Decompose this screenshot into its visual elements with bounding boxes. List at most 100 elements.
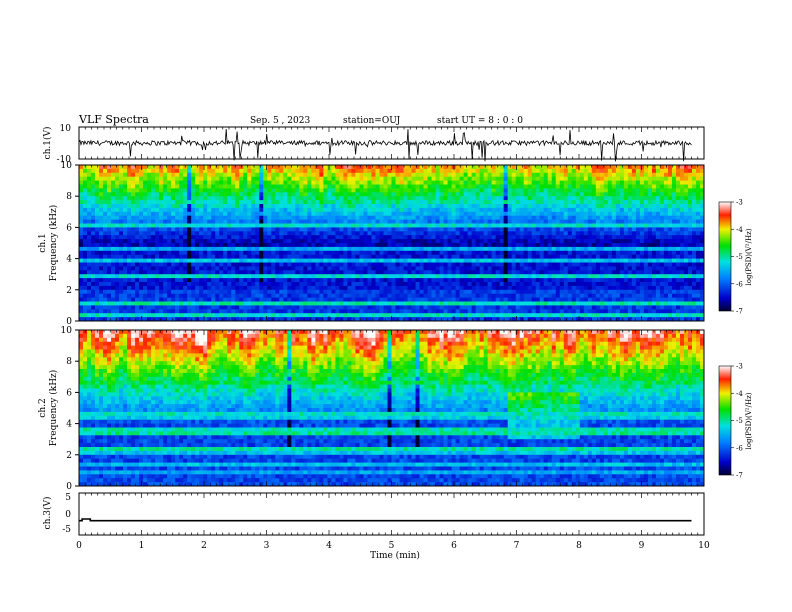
spectrogram-cell xyxy=(215,282,220,287)
spectrogram-cell xyxy=(243,219,248,224)
spectrogram-cell xyxy=(199,282,204,287)
spectrogram-cell xyxy=(459,184,465,189)
spectrogram-cell xyxy=(359,188,364,193)
spectrogram-cell xyxy=(311,165,316,170)
spectrogram-cell xyxy=(223,200,228,205)
spectrogram-cell xyxy=(187,192,192,197)
spectrogram-cell xyxy=(227,285,232,291)
spectrogram-cell xyxy=(203,289,208,295)
spectrogram-cell xyxy=(519,254,525,259)
spectrogram-cell xyxy=(83,309,88,314)
spectrogram-cell xyxy=(299,243,304,248)
spectrogram-cell xyxy=(271,262,276,267)
spectrogram-cell xyxy=(179,266,184,271)
spectrogram-cell xyxy=(123,231,128,236)
spectrogram-cell xyxy=(275,250,280,256)
spectrogram-cell xyxy=(115,172,120,178)
spectrogram-cell xyxy=(443,196,448,201)
spectrogram-cell xyxy=(407,254,412,259)
spectrogram-cell xyxy=(559,200,565,205)
spectrogram-cell xyxy=(263,246,268,252)
spectrogram-cell xyxy=(283,309,288,314)
spectrogram-cell xyxy=(195,309,200,314)
spectrogram-cell xyxy=(115,266,120,271)
spectrogram-cell xyxy=(379,246,384,252)
spectrogram-cell xyxy=(155,231,160,236)
spectrogram-cell xyxy=(251,235,256,240)
spectrogram-cell xyxy=(235,204,240,209)
spectrogram-cell xyxy=(427,246,432,252)
spectrogram-cell xyxy=(163,165,168,170)
spectrogram-cell xyxy=(255,266,260,271)
spectrogram-cell xyxy=(323,192,328,197)
spectrogram-cell xyxy=(375,282,380,287)
spectrogram-cell xyxy=(287,227,292,232)
spectrogram-cell xyxy=(239,285,244,291)
spectrogram-cell xyxy=(219,254,224,259)
spectrogram-cell xyxy=(511,317,517,322)
spectrogram-cell xyxy=(495,274,501,279)
spectrogram-cell xyxy=(91,223,96,228)
spectrogram-cell xyxy=(147,180,152,185)
spectrogram-cell xyxy=(543,258,549,263)
spectrogram-cell xyxy=(503,317,509,322)
spectrogram-cell xyxy=(535,250,541,256)
spectrogram-cell xyxy=(191,204,196,209)
spectrogram-cell xyxy=(295,196,300,201)
spectrogram-cell xyxy=(455,293,461,298)
spectrogram-cell xyxy=(331,270,336,275)
spectrogram-cell xyxy=(191,301,196,306)
spectrogram-cell xyxy=(299,168,304,174)
spectrogram-cell xyxy=(387,250,392,256)
spectrogram-cell xyxy=(171,313,176,318)
spectrogram-cell xyxy=(475,274,481,279)
spectrogram-cell xyxy=(475,207,481,213)
spectrogram-cell xyxy=(199,215,204,220)
spectrogram-cell xyxy=(143,293,148,298)
spectrogram-cell xyxy=(475,266,481,271)
spectrogram-cell xyxy=(383,227,388,232)
spectrogram-cell xyxy=(263,211,268,217)
spectrogram-cell xyxy=(131,172,136,178)
spectrogram-cell xyxy=(199,250,204,256)
spectrogram-cell xyxy=(239,180,244,185)
spectrogram-cell xyxy=(163,223,168,228)
spectrogram-cell xyxy=(223,207,228,213)
spectrogram-cell xyxy=(411,196,416,201)
spectrogram-cell xyxy=(327,239,332,244)
spectrogram-cell xyxy=(111,309,116,314)
spectrogram-cell xyxy=(235,219,240,224)
spectrogram-cell xyxy=(87,223,92,228)
spectrogram-cell xyxy=(531,180,537,185)
spectrogram-cell xyxy=(367,184,372,189)
spectrogram-cell xyxy=(79,207,84,213)
spectrogram-cell xyxy=(111,227,116,232)
spectrogram-cell xyxy=(383,165,388,170)
spectrogram-cell xyxy=(291,196,296,201)
spectrogram-cell xyxy=(423,239,428,244)
spectrogram-cell xyxy=(343,309,348,314)
spectrogram-cell xyxy=(83,250,88,256)
spectrogram-cell xyxy=(563,293,569,298)
spectrogram-cell xyxy=(423,215,428,220)
spectrogram-cell xyxy=(171,309,176,314)
spectrogram-cell xyxy=(339,258,344,263)
spectrogram-cell xyxy=(219,243,224,248)
spectrogram-cell xyxy=(463,176,469,181)
spectrogram-cell xyxy=(331,207,336,213)
spectrogram-cell xyxy=(491,165,497,170)
spectrogram-cell xyxy=(519,204,525,209)
spectrogram-cell xyxy=(331,313,336,318)
spectrogram-cell xyxy=(203,207,208,213)
spectrogram-cell xyxy=(463,297,469,302)
spectrogram-cell xyxy=(255,239,260,244)
spectrogram-cell xyxy=(467,168,473,174)
spectrogram-cell xyxy=(315,262,320,267)
spectrogram-cell xyxy=(367,227,372,232)
spectrogram-cell xyxy=(107,305,112,310)
spectrogram-cell xyxy=(355,305,360,310)
spectrogram-cell xyxy=(279,207,284,213)
spectrogram-cell xyxy=(135,204,140,209)
spectrogram-cell xyxy=(419,172,424,178)
spectrogram-cell xyxy=(527,293,533,298)
